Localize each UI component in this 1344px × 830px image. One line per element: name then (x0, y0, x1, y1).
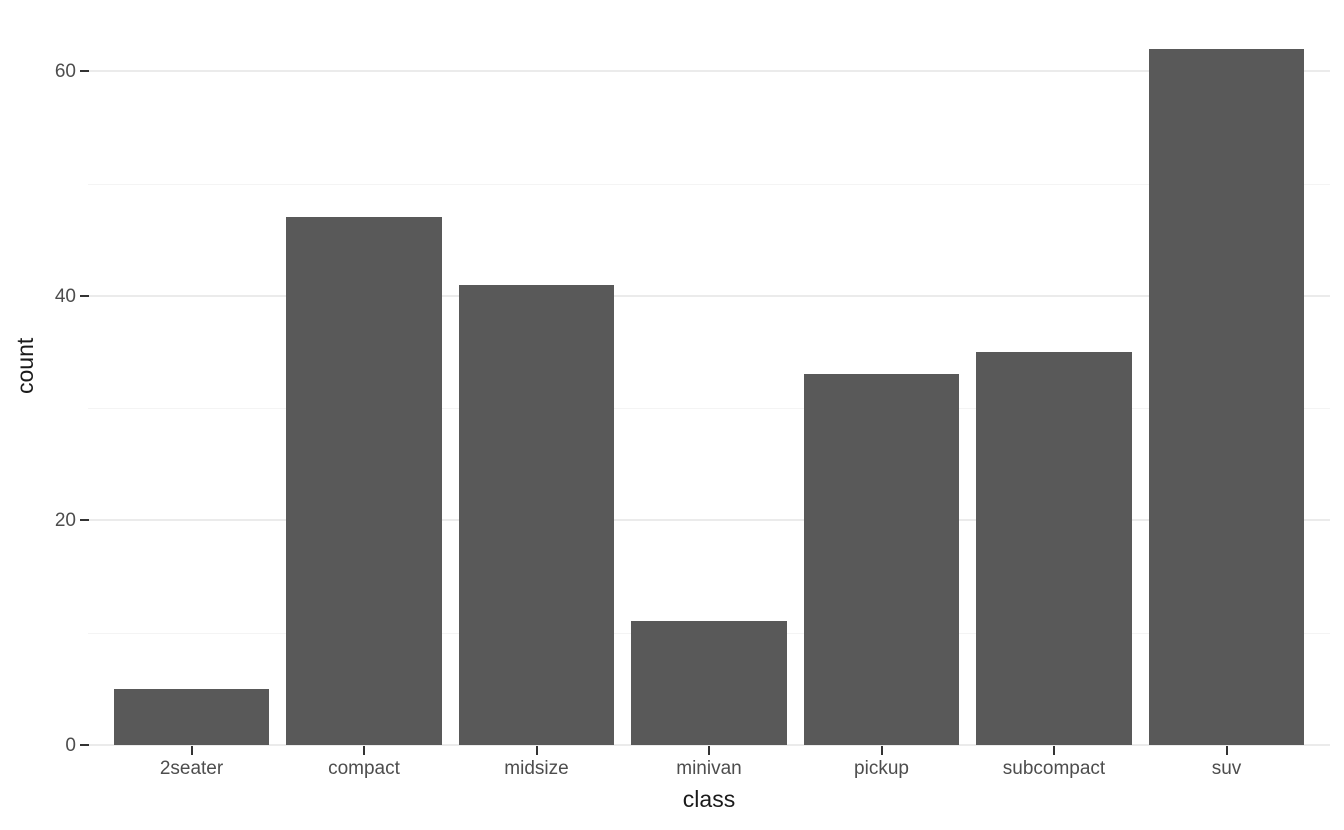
x-tick-mark (190, 746, 193, 755)
x-tick-label-pickup: pickup (854, 758, 909, 779)
y-tick-label: 40 (54, 285, 76, 307)
bar-compact (286, 217, 442, 745)
major-gridline (88, 70, 1330, 73)
x-tick-label-minivan: minivan (676, 758, 742, 779)
bar-2seater (113, 688, 270, 745)
bar-suv (1148, 48, 1305, 745)
x-tick-label-subcompact: subcompact (1002, 758, 1106, 779)
bar-midsize (458, 284, 615, 745)
x-tick-label-2seater: 2seater (159, 758, 224, 779)
y-axis-title: count (12, 337, 38, 394)
x-tick-label-midsize: midsize (504, 758, 569, 779)
y-tick-mark (80, 70, 89, 73)
x-axis-title: class (682, 786, 736, 812)
y-tick-mark (80, 294, 89, 297)
minor-gridline (88, 183, 1330, 185)
x-tick-mark (880, 746, 883, 755)
x-tick-mark (535, 746, 538, 755)
y-tick-mark (80, 519, 89, 522)
x-tick-mark (1053, 746, 1055, 755)
minor-gridline (88, 408, 1330, 410)
bar-pickup (803, 374, 960, 745)
major-gridline (88, 519, 1330, 522)
x-tick-mark (363, 746, 365, 755)
x-tick-label-suv: suv (1211, 758, 1242, 779)
x-tick-label-compact: compact (328, 758, 400, 779)
major-gridline (88, 744, 1330, 746)
y-tick-mark (80, 744, 89, 746)
x-tick-mark (708, 746, 710, 755)
y-tick-label: 0 (65, 735, 76, 756)
major-gridline (88, 294, 1330, 297)
x-tick-mark (1225, 746, 1228, 755)
y-tick-label: 60 (54, 61, 76, 83)
y-tick-label: 20 (54, 510, 76, 532)
bar-subcompact (976, 351, 1132, 745)
plot-panel (88, 14, 1330, 746)
bar-minivan (631, 621, 787, 745)
